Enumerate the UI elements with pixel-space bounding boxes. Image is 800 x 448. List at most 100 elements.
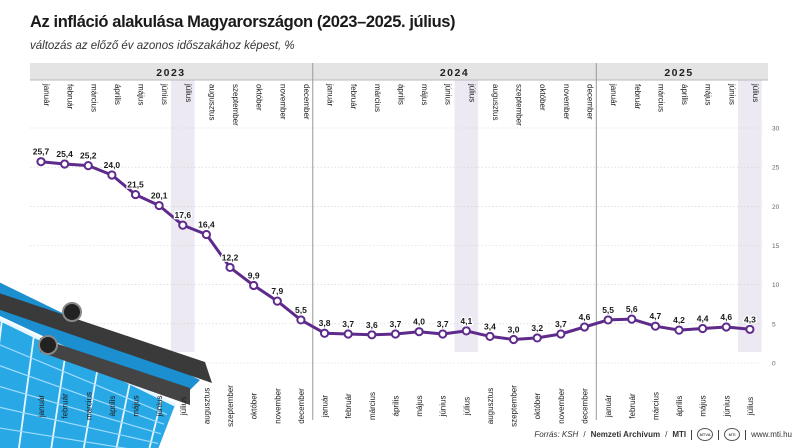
y-tick-label: 30: [772, 126, 780, 133]
month-label: augusztus: [207, 84, 216, 120]
value-label: 3,0: [508, 325, 520, 335]
month-label: július: [467, 83, 476, 102]
data-point: [461, 326, 471, 336]
value-label: 25,7: [33, 147, 50, 157]
basket-handle-hinge: [38, 335, 58, 355]
bottom-month-label: augusztus: [202, 388, 211, 424]
y-tick-label: 0: [772, 361, 776, 368]
month-label: november: [278, 84, 287, 120]
data-point: [556, 329, 566, 339]
year-label: 2025: [664, 67, 693, 79]
website-link[interactable]: www.mti.hu: [751, 430, 792, 439]
value-label: 5,6: [626, 304, 638, 314]
month-label: június: [160, 83, 169, 105]
data-point: [627, 314, 637, 324]
month-label: február: [66, 84, 75, 110]
data-point: [225, 262, 235, 273]
month-label: július: [751, 83, 760, 102]
value-label: 9,9: [248, 270, 260, 280]
value-labels: 25,7 25,4 25,2 24,0 21,5 20,1 17,6 16,4 12,2 9,9 7…: [31, 145, 757, 335]
value-label: 20,1: [151, 191, 168, 201]
value-label: 3,2: [531, 323, 543, 333]
value-label: 17,6: [175, 210, 192, 220]
data-point: [698, 323, 708, 334]
month-label: szeptember: [515, 84, 524, 126]
basket-handle: [40, 338, 190, 405]
data-point: [532, 333, 542, 343]
source-label: Forrás: KSH: [534, 430, 579, 439]
month-label: június: [727, 83, 736, 105]
month-label: január: [42, 83, 51, 107]
data-points: [36, 157, 755, 345]
bottom-month-label: augusztus: [486, 388, 495, 424]
month-label: április: [396, 84, 405, 105]
series-line: [39, 160, 752, 341]
bottom-month-label: május: [132, 395, 141, 416]
data-point: [83, 161, 93, 171]
month-label: szeptember: [231, 84, 240, 126]
data-point: [579, 322, 590, 332]
year-header: 2023 2024 2025: [30, 63, 768, 81]
month-label: május: [704, 84, 713, 105]
footer-divider: [718, 429, 720, 440]
bottom-month-label: október: [533, 392, 542, 419]
bottom-month-label: július: [746, 397, 755, 416]
footer-divider: [691, 429, 693, 440]
basket-handle-hinge: [62, 302, 82, 322]
bottom-month-label: március: [84, 392, 93, 420]
data-point: [319, 328, 330, 338]
month-label: június: [444, 83, 453, 105]
archive-label: Nemzeti Archívum: [590, 430, 661, 439]
month-label: március: [89, 84, 98, 112]
year-dividers: [312, 63, 597, 420]
value-label: 3,7: [555, 319, 567, 329]
month-label: február: [349, 84, 358, 110]
y-tick-label: 10: [772, 282, 780, 289]
bottom-month-label: április: [675, 396, 684, 417]
highlight-band: [170, 80, 195, 352]
data-point: [130, 189, 141, 200]
data-point: [36, 157, 46, 167]
value-label: 4,0: [413, 317, 425, 327]
basket-handle: [0, 293, 212, 383]
bottom-month-label: november: [557, 388, 566, 424]
bottom-month-label: április: [108, 396, 117, 417]
mtva-logo-icon: MTVA: [697, 428, 714, 441]
basket-rib: [115, 381, 131, 448]
value-label: 5,5: [602, 305, 614, 315]
bottom-month-label: március: [651, 392, 660, 420]
data-point: [272, 296, 282, 306]
bottom-month-label: november: [273, 388, 282, 424]
bottom-month-label: január: [604, 395, 613, 419]
data-point: [721, 322, 731, 332]
value-label: 4,7: [649, 311, 661, 321]
y-tick-label: 5: [772, 321, 776, 328]
value-label: 4,2: [673, 315, 685, 325]
month-label: május: [137, 84, 146, 105]
y-tick-label: 25: [772, 165, 780, 172]
data-point: [603, 315, 613, 325]
basket-rib: [82, 366, 99, 448]
data-point: [367, 330, 377, 340]
value-label: 3,6: [366, 320, 378, 330]
y-axis: 0 5 10 15 20 25 30: [772, 126, 780, 368]
year-label: 2024: [440, 67, 469, 79]
month-label: január: [326, 83, 335, 107]
bottom-month-label: március: [368, 392, 377, 420]
bottom-month-label: október: [250, 392, 259, 419]
data-point: [343, 329, 353, 339]
chart-subtitle: változás az előző év azonos időszakához …: [30, 40, 295, 52]
value-label: 12,2: [222, 252, 239, 262]
highlight-band: [454, 80, 479, 352]
basket-mesh-row: [0, 386, 162, 435]
bottom-month-label: december: [297, 388, 306, 424]
footer-divider: [745, 429, 747, 440]
month-label: március: [373, 84, 382, 112]
bottom-month-label: január: [37, 395, 46, 419]
data-point: [154, 200, 164, 211]
data-point: [438, 329, 448, 339]
month-label: november: [562, 84, 571, 120]
bottom-month-label: február: [344, 393, 353, 419]
bottom-month-label: május: [415, 395, 424, 416]
chart-title: Az infláció alakulása Magyarországon (20…: [30, 13, 456, 31]
